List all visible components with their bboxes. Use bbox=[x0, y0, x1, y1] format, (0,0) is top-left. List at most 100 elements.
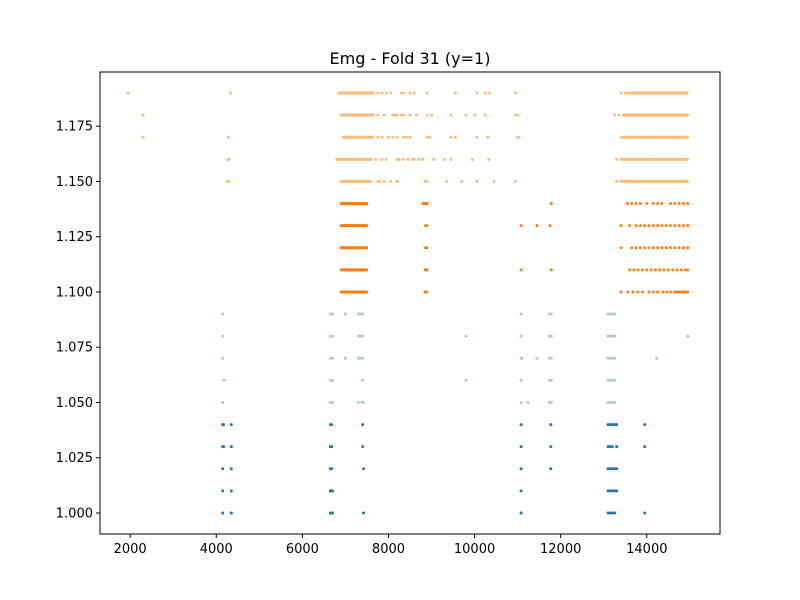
data-point bbox=[608, 356, 612, 360]
data-point bbox=[608, 334, 612, 338]
data-point bbox=[610, 423, 614, 427]
data-point bbox=[643, 511, 647, 515]
data-point bbox=[638, 224, 642, 228]
data-point bbox=[395, 135, 399, 139]
data-point bbox=[675, 268, 679, 272]
data-point bbox=[610, 356, 614, 360]
data-point bbox=[328, 378, 332, 382]
data-point bbox=[613, 312, 617, 316]
data-point bbox=[361, 445, 365, 449]
data-point bbox=[664, 246, 668, 250]
data-point bbox=[677, 290, 681, 294]
data-point bbox=[647, 246, 651, 250]
data-point bbox=[229, 445, 233, 449]
y-tick-label: 1.050 bbox=[56, 396, 93, 411]
data-point bbox=[671, 268, 675, 272]
data-point bbox=[361, 378, 365, 382]
data-point bbox=[362, 467, 365, 471]
data-point bbox=[221, 511, 225, 515]
data-point bbox=[681, 202, 685, 206]
data-point bbox=[488, 91, 492, 95]
data-point bbox=[365, 224, 369, 228]
data-point bbox=[631, 290, 635, 294]
data-point bbox=[668, 224, 672, 228]
data-point bbox=[519, 467, 523, 471]
data-point bbox=[519, 511, 523, 515]
data-point bbox=[519, 400, 523, 404]
data-point bbox=[608, 378, 612, 382]
data-point bbox=[675, 290, 679, 294]
data-point bbox=[613, 400, 617, 404]
data-point bbox=[619, 91, 623, 95]
data-point bbox=[549, 202, 553, 206]
data-point bbox=[651, 224, 655, 228]
data-point bbox=[606, 489, 610, 493]
data-point bbox=[358, 334, 362, 338]
data-point bbox=[331, 356, 334, 360]
data-point bbox=[673, 290, 677, 294]
data-point bbox=[685, 179, 689, 183]
data-point bbox=[358, 312, 362, 316]
data-point bbox=[378, 179, 382, 183]
data-points bbox=[126, 91, 690, 515]
data-point bbox=[376, 91, 380, 95]
data-point bbox=[376, 113, 380, 117]
data-point bbox=[519, 445, 523, 449]
data-point bbox=[356, 334, 360, 338]
data-point bbox=[679, 268, 683, 272]
data-point bbox=[653, 268, 657, 272]
data-point bbox=[613, 511, 617, 515]
data-point bbox=[361, 356, 365, 360]
data-point bbox=[402, 113, 406, 117]
y-tick-label: 1.175 bbox=[56, 120, 93, 135]
data-point bbox=[623, 91, 627, 95]
data-point bbox=[417, 157, 421, 161]
data-point bbox=[519, 312, 523, 316]
y-tick-label: 1.075 bbox=[56, 341, 93, 356]
data-point bbox=[520, 356, 524, 360]
data-point bbox=[389, 179, 393, 183]
data-point bbox=[393, 113, 397, 117]
data-point bbox=[608, 467, 612, 471]
data-point bbox=[615, 423, 619, 427]
data-point bbox=[425, 113, 429, 117]
data-point bbox=[679, 290, 683, 294]
data-point bbox=[615, 445, 619, 449]
data-point bbox=[425, 135, 429, 139]
data-point bbox=[227, 157, 231, 161]
data-point bbox=[221, 467, 225, 471]
data-point bbox=[399, 91, 403, 95]
data-point bbox=[361, 334, 365, 338]
data-point bbox=[449, 157, 453, 161]
data-point bbox=[608, 489, 612, 493]
data-point bbox=[519, 334, 523, 338]
data-point bbox=[226, 135, 230, 139]
data-point bbox=[668, 202, 672, 206]
data-point bbox=[664, 224, 668, 228]
data-point bbox=[548, 224, 552, 228]
data-point bbox=[606, 423, 610, 427]
data-point bbox=[475, 135, 479, 139]
data-point bbox=[396, 179, 400, 183]
data-point bbox=[608, 511, 612, 515]
data-point bbox=[395, 157, 399, 161]
data-point bbox=[610, 511, 614, 515]
data-point bbox=[519, 378, 523, 382]
data-point bbox=[634, 224, 638, 228]
data-point bbox=[549, 400, 553, 404]
data-point bbox=[610, 489, 614, 493]
data-point bbox=[442, 157, 446, 161]
data-point bbox=[229, 423, 233, 427]
data-point bbox=[432, 157, 436, 161]
data-point bbox=[686, 246, 690, 250]
data-point bbox=[615, 467, 619, 471]
data-point bbox=[619, 246, 623, 250]
data-point bbox=[141, 135, 145, 139]
data-point bbox=[636, 290, 640, 294]
data-point bbox=[402, 135, 406, 139]
data-point bbox=[228, 91, 232, 95]
data-point bbox=[656, 290, 660, 294]
data-point bbox=[425, 202, 429, 206]
data-point bbox=[641, 268, 644, 272]
data-point bbox=[651, 290, 655, 294]
